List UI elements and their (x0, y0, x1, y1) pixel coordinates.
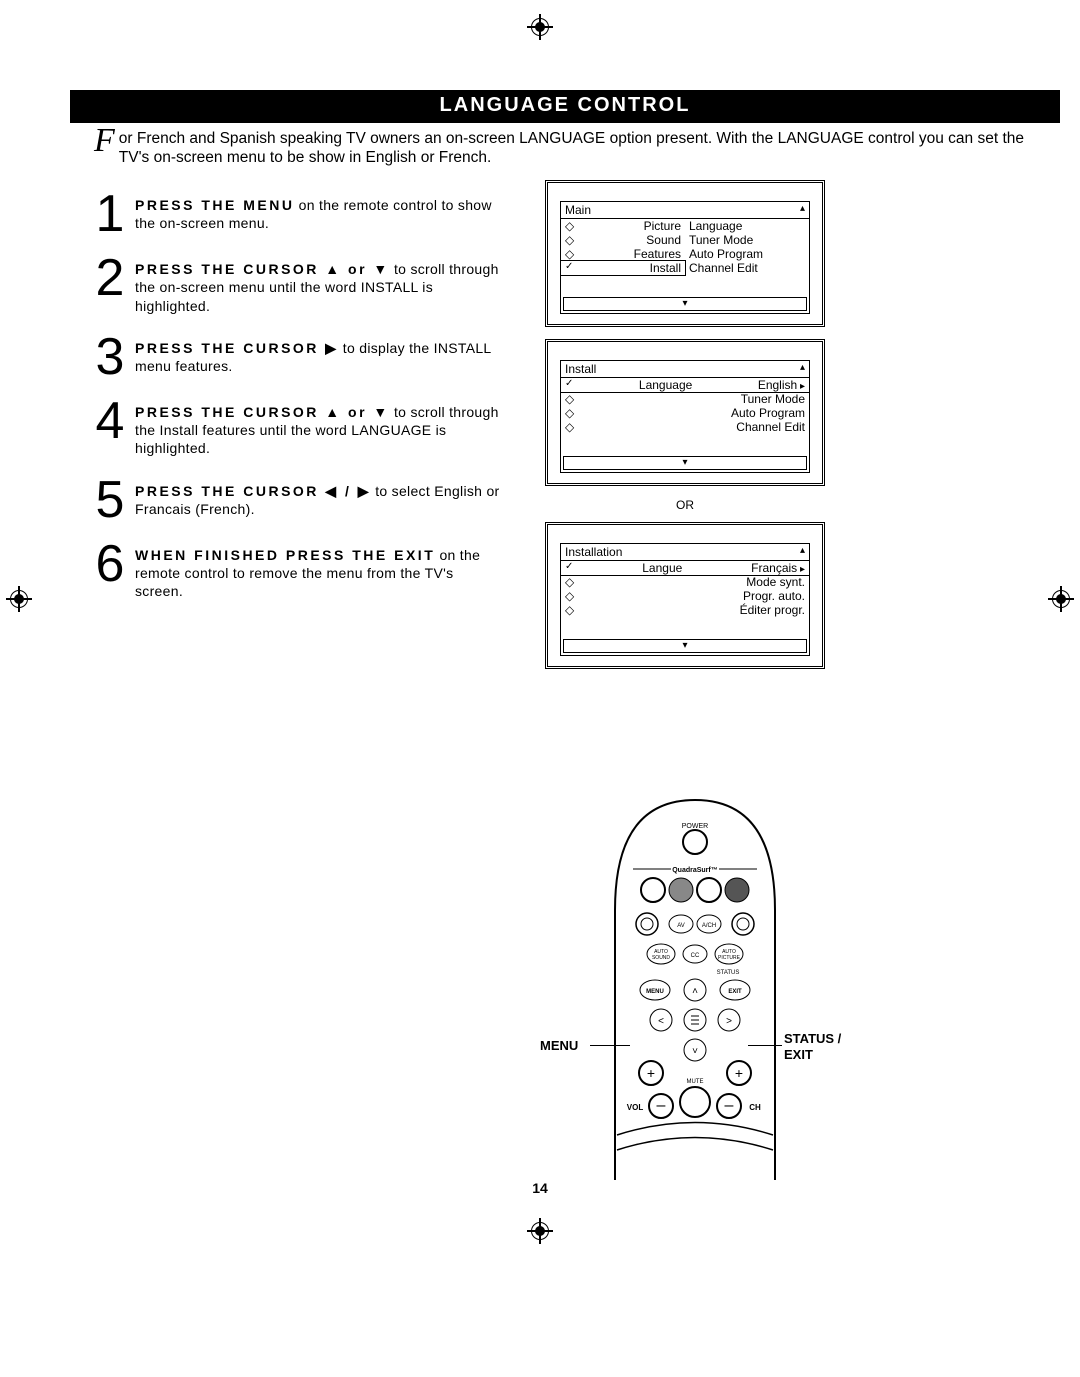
tv-screens: Main Picture Sound Features Install Lang… (545, 180, 825, 681)
screen-install: Install LanguageEnglish Tuner Mode Auto … (545, 339, 825, 486)
svg-text:MENU: MENU (646, 989, 664, 995)
section-title: LANGUAGE CONTROL (70, 90, 1060, 123)
step-list: 1 PRESS THE MENU on the remote control t… (85, 190, 505, 618)
reg-mark-top (531, 18, 549, 36)
svg-text:PICTURE: PICTURE (718, 955, 741, 961)
svg-text:˄: ˄ (692, 986, 698, 997)
svg-text:CH: CH (749, 1103, 761, 1112)
svg-text:A/CH: A/CH (702, 923, 716, 929)
svg-text:+: + (647, 1065, 655, 1081)
svg-text:–: – (725, 1097, 734, 1114)
step-4: 4 PRESS THE CURSOR ▲ or ▼ to scroll thro… (85, 397, 505, 458)
svg-text:SOUND: SOUND (652, 955, 670, 961)
svg-text:CC: CC (691, 953, 700, 959)
menu-label: MENU (540, 1038, 578, 1053)
svg-text:VOL: VOL (627, 1103, 644, 1112)
quadrasurf-label: QuadraSurf™ (672, 867, 718, 874)
screen-main: Main Picture Sound Features Install Lang… (545, 180, 825, 327)
svg-text:–: – (657, 1097, 666, 1114)
svg-text:STATUS: STATUS (717, 970, 740, 976)
svg-text:˂: ˂ (658, 1016, 664, 1027)
reg-mark-left (10, 590, 28, 608)
step-3: 3 PRESS THE CURSOR ▶ to display the INST… (85, 333, 505, 379)
page: LANGUAGE CONTROL For French and Spanish … (70, 90, 1060, 168)
svg-text:˅: ˅ (692, 1046, 698, 1057)
status-exit-label: STATUS / EXIT (784, 1031, 850, 1062)
intro-paragraph: For French and Spanish speaking TV owner… (100, 129, 1030, 168)
screen-installation-fr: Installation LangueFrançais Mode synt. P… (545, 522, 825, 669)
reg-mark-bottom (531, 1222, 549, 1240)
power-label: POWER (682, 823, 708, 830)
remote-svg: POWER QuadraSurf™ AV A/CH AUTO SOUND (595, 790, 795, 1180)
svg-text:˃: ˃ (726, 1016, 732, 1027)
svg-text:AV: AV (677, 923, 685, 929)
reg-mark-right (1052, 590, 1070, 608)
page-number: 14 (0, 1180, 1080, 1196)
step-5: 5 PRESS THE CURSOR ◀ / ▶ to select Engli… (85, 476, 505, 522)
remote-diagram: MENU STATUS / EXIT POWER QuadraSurf™ A (540, 790, 850, 1180)
svg-text:EXIT: EXIT (728, 989, 742, 995)
or-label: OR (545, 498, 825, 512)
step-1: 1 PRESS THE MENU on the remote control t… (85, 190, 505, 236)
svg-text:+: + (735, 1065, 743, 1081)
svg-text:MUTE: MUTE (687, 1079, 704, 1085)
step-2: 2 PRESS THE CURSOR ▲ or ▼ to scroll thro… (85, 254, 505, 315)
step-6: 6 WHEN FINISHED PRESS THE EXIT on the re… (85, 540, 505, 601)
